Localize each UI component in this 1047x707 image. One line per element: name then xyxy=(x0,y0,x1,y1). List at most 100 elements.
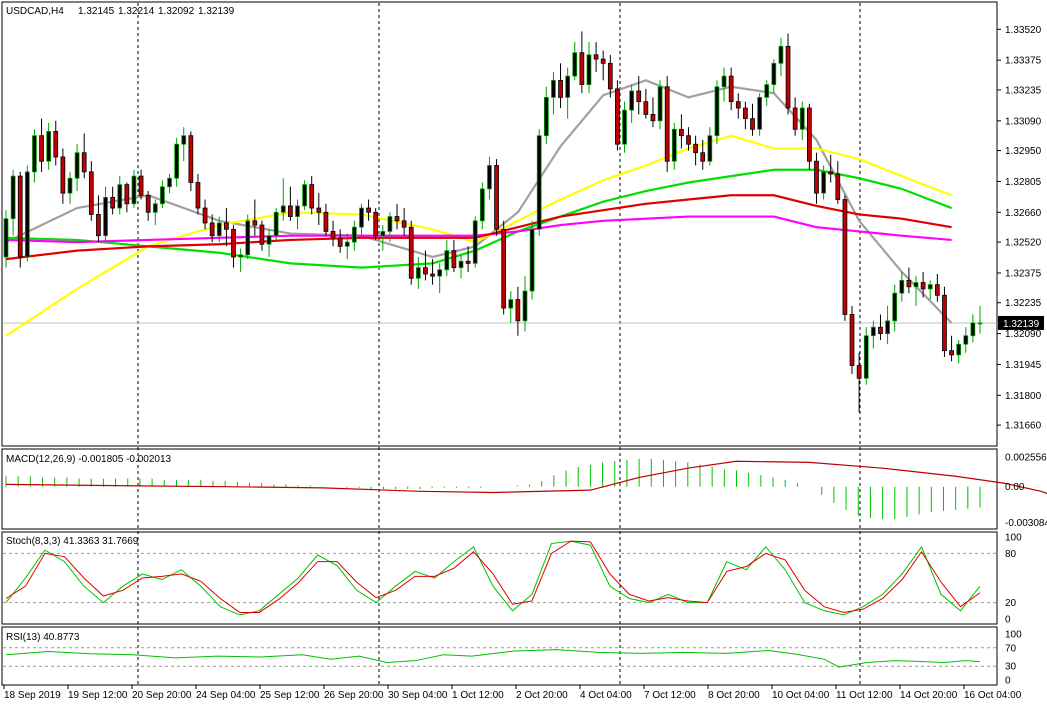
macd-tick-label: 0.00 xyxy=(1005,482,1025,493)
stoch-line xyxy=(5,540,981,613)
price-plot xyxy=(3,31,997,413)
candle-bearish xyxy=(650,114,656,122)
candle-bearish xyxy=(686,135,691,145)
x-tick-label: 1 Oct 12:00 xyxy=(452,690,504,701)
candle-bullish xyxy=(622,109,627,145)
candle-bearish xyxy=(792,107,798,130)
stoch-plot xyxy=(3,540,997,616)
candle-bullish xyxy=(899,279,905,294)
candle-bearish xyxy=(124,184,130,205)
candle-bullish xyxy=(764,84,770,98)
x-tick-label: 26 Sep 20:00 xyxy=(324,690,384,701)
x-tick-label: 7 Oct 12:00 xyxy=(644,690,696,701)
candle-bullish xyxy=(266,235,272,245)
candle-bearish xyxy=(337,237,343,247)
y-tick-label: 1.32235 xyxy=(1005,298,1042,309)
candle-bullish xyxy=(707,135,713,162)
candle-bullish xyxy=(572,52,578,77)
candle-bullish xyxy=(586,54,592,86)
candle-bullish xyxy=(238,254,243,258)
candle-bullish xyxy=(174,143,179,179)
moving-average-line xyxy=(5,194,952,261)
candle-bullish xyxy=(487,165,492,190)
candle-bearish xyxy=(252,220,258,226)
x-tick-label: 30 Sep 04:00 xyxy=(388,690,448,701)
candle-bearish xyxy=(373,211,379,237)
candle-bullish xyxy=(295,205,300,217)
candle-bullish xyxy=(963,335,969,345)
candle-bullish xyxy=(892,292,898,322)
candle-bearish xyxy=(920,282,926,290)
ohlc-open: 1.32145 xyxy=(78,6,115,17)
candle-bearish xyxy=(145,194,151,213)
candle-bullish xyxy=(167,177,172,188)
candle-bullish xyxy=(24,171,30,258)
y-tick-label: 1.32660 xyxy=(1005,208,1042,219)
rsi-line xyxy=(5,649,981,668)
candle-bearish xyxy=(423,267,428,275)
candle-bullish xyxy=(536,135,542,230)
candle-bearish xyxy=(501,228,507,309)
candle-bullish xyxy=(352,226,357,243)
candle-bullish xyxy=(913,282,919,288)
y-tick-label: 1.33375 xyxy=(1005,56,1042,67)
candle-bearish xyxy=(515,299,521,322)
y-tick-label: 1.31660 xyxy=(1005,421,1042,432)
x-tick-label: 11 Oct 12:00 xyxy=(836,690,893,701)
candle-bearish xyxy=(401,220,407,228)
candle-bullish xyxy=(131,175,137,205)
candle-bearish xyxy=(664,86,670,162)
candle-bullish xyxy=(344,241,350,247)
x-axis: 18 Sep 2019 19 Sep 12:00 20 Sep 20:00 24 Se… xyxy=(3,685,1022,701)
stoch-line xyxy=(5,540,981,616)
current-price-badge xyxy=(998,315,1044,330)
candle-bullish xyxy=(181,135,187,145)
candle-bullish xyxy=(10,175,16,220)
candle-bullish xyxy=(970,322,976,337)
candle-bearish xyxy=(330,231,336,239)
candle-bearish xyxy=(288,205,293,217)
candle-bearish xyxy=(81,152,87,173)
candle-bearish xyxy=(494,165,499,230)
candle-bullish xyxy=(956,343,962,356)
candle-bearish xyxy=(785,45,791,109)
candle-bearish xyxy=(743,107,748,120)
candle-bullish xyxy=(280,205,286,213)
y-axes: 1.33520 1.33375 1.33235 1.33090 1.32950 1.328… xyxy=(997,25,1047,687)
x-tick-label: 8 Oct 20:00 xyxy=(708,690,760,701)
candle-bullish xyxy=(437,269,443,277)
candle-bullish xyxy=(152,203,158,213)
y-tick-label: 1.32950 xyxy=(1005,146,1042,157)
candle-bullish xyxy=(927,284,933,290)
candle-bearish xyxy=(735,101,741,109)
candle-bearish xyxy=(323,211,329,232)
macd-plot xyxy=(5,458,1047,520)
y-tick-label: 1.33520 xyxy=(1005,25,1042,36)
stoch-tick-label: 0 xyxy=(1005,615,1011,626)
candle-bearish xyxy=(195,182,201,209)
candle-bullish xyxy=(273,211,279,237)
candle-bearish xyxy=(593,54,599,60)
candle-bearish xyxy=(949,350,954,356)
candle-bearish xyxy=(750,118,755,130)
x-tick-label: 19 Sep 12:00 xyxy=(68,690,128,701)
candle-bullish xyxy=(117,184,123,209)
candle-bearish xyxy=(53,131,59,158)
x-tick-label: 20 Sep 20:00 xyxy=(132,690,192,701)
candle-bullish xyxy=(721,75,727,88)
candle-bearish xyxy=(700,152,706,162)
candle-bearish xyxy=(643,101,649,115)
candle-bullish xyxy=(629,90,634,111)
x-tick-label: 18 Sep 2019 xyxy=(4,690,61,701)
candle-bearish xyxy=(579,52,585,86)
candle-bullish xyxy=(216,222,222,237)
candle-bearish xyxy=(366,207,371,213)
candle-bearish xyxy=(60,156,66,194)
macd-tick-label: 0.002556 xyxy=(1005,453,1047,464)
candle-bullish xyxy=(529,228,535,292)
stoch-tick-label: 80 xyxy=(1005,549,1017,560)
rsi-plot xyxy=(3,647,997,668)
candle-bearish xyxy=(430,273,435,277)
ohlc-high: 1.32214 xyxy=(118,6,155,17)
